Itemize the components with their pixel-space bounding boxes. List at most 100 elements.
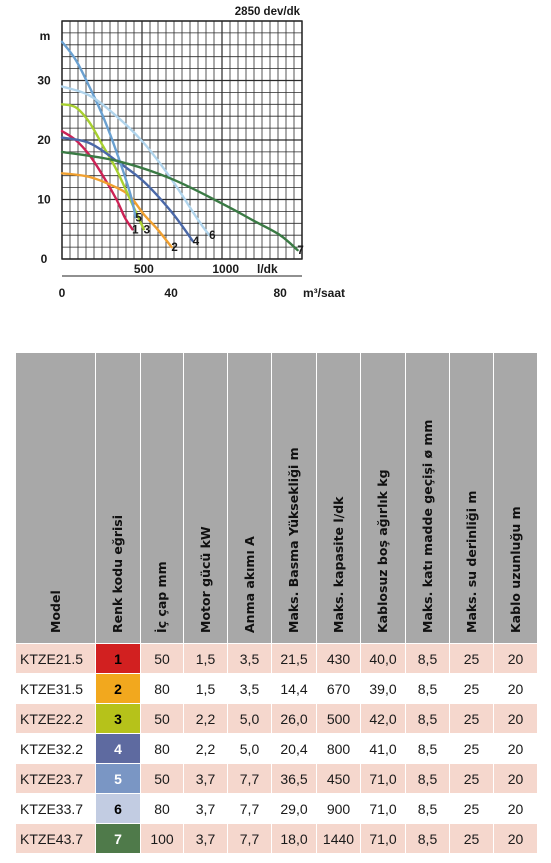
cell-kapasite: 450 bbox=[316, 763, 361, 794]
cell-agirlik: 71,0 bbox=[360, 763, 406, 794]
x-tick-label-m3h: 80 bbox=[274, 286, 288, 300]
series-line-3 bbox=[60, 103, 145, 231]
cell-motor: 1,5 bbox=[183, 643, 228, 674]
cell-derinlik: 25 bbox=[449, 763, 494, 794]
cell-kati: 8,5 bbox=[405, 823, 450, 854]
table-row: KTZE22.2 3 50 2,2 5,0 26,0 500 42,0 8,5 25 20 bbox=[15, 703, 538, 734]
cell-kati: 8,5 bbox=[405, 733, 450, 764]
cell-derinlik: 25 bbox=[449, 703, 494, 734]
series-label-1: 1 bbox=[132, 224, 139, 236]
x-axis-unit-m3h: m³/saat bbox=[303, 286, 345, 300]
header-max-solids: Maks. katı madde geçişi ø mm bbox=[405, 352, 450, 644]
cell-akim: 7,7 bbox=[227, 793, 272, 824]
cell-derinlik: 25 bbox=[449, 643, 494, 674]
header-max-head: Maks. Basma Yüksekliği m bbox=[271, 352, 317, 644]
cell-basma: 21,5 bbox=[271, 643, 317, 674]
cell-kapasite: 900 bbox=[316, 793, 361, 824]
cell-kapasite: 430 bbox=[316, 643, 361, 674]
series-label-5: 5 bbox=[135, 212, 142, 224]
table-body: KTZE21.5 1 50 1,5 3,5 21,5 430 40,0 8,5 25 20 KTZE3… bbox=[15, 643, 538, 854]
cell-agirlik: 71,0 bbox=[360, 823, 406, 854]
cell-motor: 3,7 bbox=[183, 763, 228, 794]
x-tick-label-lps: 500 bbox=[134, 262, 154, 276]
cell-derinlik: 25 bbox=[449, 733, 494, 764]
cell-derinlik: 25 bbox=[449, 673, 494, 704]
x-tick-label-lps: 1000 bbox=[212, 262, 239, 276]
cell-kapasite: 500 bbox=[316, 703, 361, 734]
header-inner-diameter: İç çap mm bbox=[140, 352, 184, 644]
header-model: Model bbox=[15, 352, 96, 644]
x-tick-label-m3h: 0 bbox=[59, 286, 66, 300]
cell-kablo: 20 bbox=[493, 643, 538, 674]
series-line-7 bbox=[60, 150, 299, 252]
cell-basma: 36,5 bbox=[271, 763, 317, 794]
cell-color-code: 5 bbox=[95, 763, 141, 794]
cell-agirlik: 41,0 bbox=[360, 733, 406, 764]
cell-motor: 2,2 bbox=[183, 733, 228, 764]
cell-color-code: 6 bbox=[95, 793, 141, 824]
cell-agirlik: 39,0 bbox=[360, 673, 406, 704]
y-tick-label: 30 bbox=[37, 74, 51, 88]
series-label-7: 7 bbox=[297, 245, 303, 257]
series-line-4 bbox=[60, 136, 195, 243]
cell-model: KTZE23.7 bbox=[15, 763, 96, 794]
cell-kati: 8,5 bbox=[405, 793, 450, 824]
grid bbox=[61, 20, 303, 260]
header-max-depth: Maks. su derinliği m bbox=[449, 352, 494, 644]
cell-ic_cap: 80 bbox=[140, 733, 184, 764]
cell-motor: 2,2 bbox=[183, 703, 228, 734]
cell-ic_cap: 100 bbox=[140, 823, 184, 854]
cell-basma: 26,0 bbox=[271, 703, 317, 734]
cell-akim: 5,0 bbox=[227, 703, 272, 734]
cell-motor: 1,5 bbox=[183, 673, 228, 704]
pump-spec-table: Model Renk kodu eğrisi İç çap mm Motor g… bbox=[15, 352, 538, 854]
chart-svg: 2850 dev/dk m 0 10 20 30 500 1000 l/dk 0 40 80 m³/sa… bbox=[37, 6, 345, 300]
cell-kablo: 20 bbox=[493, 733, 538, 764]
series-line-6 bbox=[60, 85, 211, 237]
cell-ic_cap: 50 bbox=[140, 643, 184, 674]
pump-curve-chart: 2850 dev/dk m 0 10 20 30 500 1000 l/dk 0 40 80 m³/sa… bbox=[0, 0, 551, 320]
y-axis-unit: m bbox=[40, 29, 51, 43]
table-row: KTZE43.7 7 100 3,7 7,7 18,0 1440 71,0 8,5 25 20 bbox=[15, 823, 538, 854]
y-tick-label: 0 bbox=[41, 252, 48, 266]
table-row: KTZE21.5 1 50 1,5 3,5 21,5 430 40,0 8,5 25 20 bbox=[15, 643, 538, 674]
series-label-4: 4 bbox=[193, 236, 200, 248]
cell-basma: 14,4 bbox=[271, 673, 317, 704]
chart-title: 2850 dev/dk bbox=[235, 6, 301, 18]
table-row: KTZE32.2 4 80 2,2 5,0 20,4 800 41,0 8,5 25 20 bbox=[15, 733, 538, 764]
cell-color-code: 1 bbox=[95, 643, 141, 674]
cell-color-code: 3 bbox=[95, 703, 141, 734]
cell-kablo: 20 bbox=[493, 673, 538, 704]
table-row: KTZE23.7 5 50 3,7 7,7 36,5 450 71,0 8,5 25 20 bbox=[15, 763, 538, 794]
header-rated-current: Anma akımı A bbox=[227, 352, 272, 644]
cell-model: KTZE21.5 bbox=[15, 643, 96, 674]
table-row: KTZE31.5 2 80 1,5 3,5 14,4 670 39,0 8,5 25 20 bbox=[15, 673, 538, 704]
cell-akim: 3,5 bbox=[227, 643, 272, 674]
header-motor-power: Motor gücü kW bbox=[183, 352, 228, 644]
cell-basma: 20,4 bbox=[271, 733, 317, 764]
cell-model: KTZE32.2 bbox=[15, 733, 96, 764]
cell-kapasite: 1440 bbox=[316, 823, 361, 854]
series-label-6: 6 bbox=[209, 230, 215, 242]
series-line-5 bbox=[60, 40, 137, 219]
cell-ic_cap: 80 bbox=[140, 673, 184, 704]
plot-border bbox=[61, 20, 303, 260]
cell-kablo: 20 bbox=[493, 793, 538, 824]
header-max-capacity: Maks. kapasite l/dk bbox=[316, 352, 361, 644]
cell-model: KTZE33.7 bbox=[15, 793, 96, 824]
cell-model: KTZE31.5 bbox=[15, 673, 96, 704]
cell-akim: 7,7 bbox=[227, 823, 272, 854]
cell-akim: 7,7 bbox=[227, 763, 272, 794]
cell-color-code: 7 bbox=[95, 823, 141, 854]
cell-motor: 3,7 bbox=[183, 823, 228, 854]
cell-kati: 8,5 bbox=[405, 673, 450, 704]
cell-model: KTZE22.2 bbox=[15, 703, 96, 734]
cell-derinlik: 25 bbox=[449, 823, 494, 854]
cell-kablo: 20 bbox=[493, 763, 538, 794]
header-cable-length: Kablo uzunluğu m bbox=[493, 352, 538, 644]
y-tick-label: 20 bbox=[37, 133, 51, 147]
cell-akim: 3,5 bbox=[227, 673, 272, 704]
table-header-row: Model Renk kodu eğrisi İç çap mm Motor g… bbox=[15, 352, 538, 644]
cell-ic_cap: 50 bbox=[140, 703, 184, 734]
cell-motor: 3,7 bbox=[183, 793, 228, 824]
